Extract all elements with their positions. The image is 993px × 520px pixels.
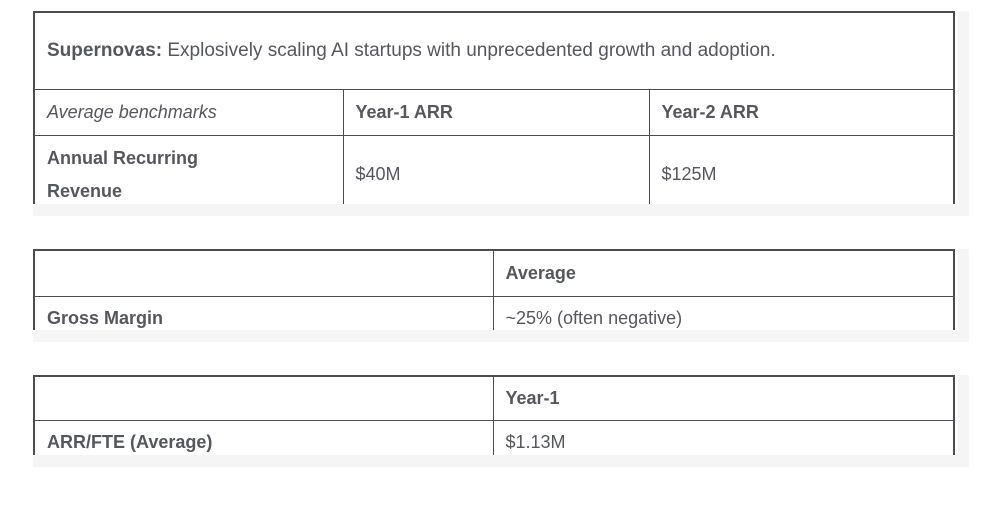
caption-cell: Supernovas: Explosively scaling AI start… [33, 11, 955, 90]
horizontal-scrollbar-track[interactable] [33, 454, 969, 467]
vertical-scrollbar-track[interactable] [958, 374, 969, 467]
empty-header-cell [33, 375, 494, 421]
table-row: Annual Recurring Revenue $40M $125M [33, 134, 955, 215]
page-content: Supernovas: Explosively scaling AI start… [33, 11, 969, 467]
row-label-cell: Annual Recurring Revenue [33, 134, 344, 215]
column-header-cell-average: Average [492, 249, 955, 297]
column-header-cell-year2-arr: Year-2 ARR [648, 88, 955, 136]
caption-text: Explosively scaling AI startups with unp… [167, 40, 776, 62]
value-cell-year2-arr: $125M [648, 134, 955, 215]
table-block-supernovas: Supernovas: Explosively scaling AI start… [33, 11, 969, 216]
supernovas-table: Supernovas: Explosively scaling AI start… [33, 11, 956, 216]
empty-header-cell [33, 249, 494, 297]
table-row: Supernovas: Explosively scaling AI start… [33, 11, 955, 90]
vertical-scrollbar-track[interactable] [958, 248, 969, 342]
column-header-cell-year1-arr: Year-1 ARR [342, 88, 650, 136]
vertical-scrollbar-track[interactable] [958, 11, 969, 216]
table-row: Year-1 [33, 375, 955, 421]
arr-fte-table: Year-1 ARR/FTE (Average) $1.13M [33, 374, 955, 467]
header-label-cell: Average benchmarks [33, 88, 344, 136]
column-header-cell-year1: Year-1 [492, 375, 955, 421]
caption-text-wrap: Supernovas: Explosively scaling AI start… [47, 34, 776, 67]
table-row: Average [33, 249, 955, 297]
row-label-text: Annual Recurring Revenue [47, 147, 199, 201]
horizontal-scrollbar-track[interactable] [33, 203, 969, 216]
table-block-gross-margin: Average Gross Margin ~25% (often negativ… [33, 248, 969, 342]
value-cell-year1-arr: $40M [342, 134, 650, 215]
table-block-arr-fte: Year-1 ARR/FTE (Average) $1.13M [33, 374, 969, 467]
horizontal-scrollbar-track[interactable] [33, 329, 969, 342]
caption-lead: Supernovas: [47, 40, 163, 62]
gross-margin-table: Average Gross Margin ~25% (often negativ… [33, 248, 955, 342]
table-row: Average benchmarks Year-1 ARR Year-2 ARR [33, 88, 955, 136]
